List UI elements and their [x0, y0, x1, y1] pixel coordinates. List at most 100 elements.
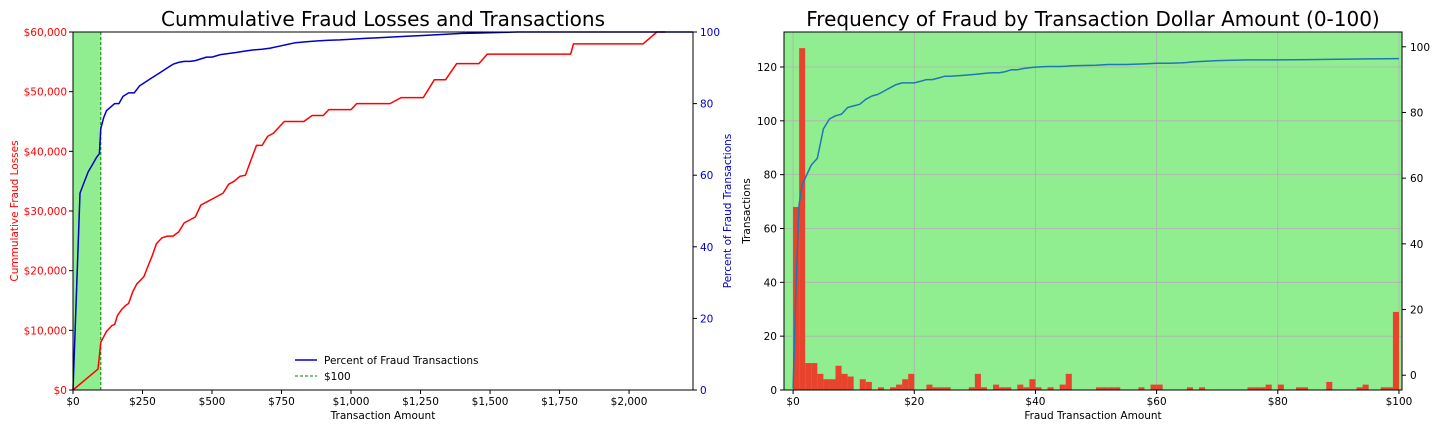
- histogram-bar: [865, 381, 872, 390]
- x-tick-label: $1,250: [402, 396, 439, 408]
- histogram-bar: [859, 379, 866, 390]
- cumulative-line-group: [792, 57, 1400, 389]
- histogram-bar: [908, 373, 915, 390]
- histogram-bar: [944, 387, 951, 390]
- histogram-bar: [890, 387, 897, 390]
- x-tick-label: $1,500: [472, 396, 509, 408]
- percent-series-line: [72, 31, 693, 391]
- x-ticks-group: $0 $20 $40 $60 $80 $100: [786, 390, 1412, 408]
- cumulative-chart: Cummulative Fraud Losses and Transaction…: [9, 7, 734, 422]
- histogram-bar: [1277, 384, 1284, 390]
- y-tick-label: 80: [764, 170, 777, 182]
- histogram-bar: [896, 384, 903, 390]
- y-tick-label: $30,000: [24, 206, 67, 218]
- x-tick-label: $20: [904, 396, 924, 408]
- histogram-bar: [799, 48, 806, 390]
- histogram-bar: [1356, 387, 1363, 390]
- x-tick-label: $1,000: [333, 396, 370, 408]
- histogram-bar: [993, 384, 1000, 390]
- histogram-bar: [1392, 311, 1399, 390]
- histogram-bar: [1186, 387, 1193, 390]
- histogram-bar: [1035, 387, 1042, 390]
- histogram-bar: [974, 373, 981, 390]
- x-tick-label: $80: [1268, 396, 1288, 408]
- y-axis-label: Transactions: [741, 178, 753, 245]
- y-tick-label: 120: [757, 62, 777, 74]
- y-tick-label: 60: [764, 223, 777, 235]
- shaded-region: [73, 32, 101, 390]
- y-right-tick-label: 20: [1410, 305, 1423, 317]
- histogram-bar: [1253, 387, 1260, 390]
- histogram-bar: [1096, 387, 1103, 390]
- x-axis-label: Fraud Transaction Amount: [1024, 410, 1161, 422]
- histogram-bar: [1047, 387, 1054, 390]
- histogram-bar: [835, 365, 842, 390]
- histogram-bar: [1102, 387, 1109, 390]
- x-tick-label: $0: [66, 396, 79, 408]
- legend: Percent of Fraud Transactions $100: [295, 355, 479, 383]
- histogram-bar: [847, 376, 854, 390]
- legend-label-percent: Percent of Fraud Transactions: [324, 355, 479, 367]
- histogram-bar: [926, 384, 933, 390]
- y-right-tick-label: 100: [700, 27, 720, 39]
- series-lines-group: [72, 31, 693, 391]
- y-tick-label: 20: [764, 331, 777, 343]
- y-right-tick-label: 40: [1410, 239, 1423, 251]
- y-right-tick-label: 100: [1410, 42, 1430, 54]
- y-right-ticks-group: 0 20 40 60 80 100: [693, 27, 720, 397]
- y-tick-label: $40,000: [24, 146, 67, 158]
- histogram-bar: [932, 387, 939, 390]
- losses-series-line: [72, 31, 666, 391]
- y-right-tick-label: 60: [1410, 173, 1423, 185]
- histogram-bar: [1138, 387, 1145, 390]
- histogram-bar: [1302, 387, 1309, 390]
- histogram-bar: [1199, 387, 1206, 390]
- histogram-bar: [1065, 373, 1072, 390]
- y-right-tick-label: 40: [700, 242, 713, 254]
- x-tick-label: $250: [129, 396, 156, 408]
- histogram-bar: [1108, 387, 1115, 390]
- histogram-bar: [829, 379, 836, 390]
- histogram-bar: [877, 387, 884, 390]
- chart-title: Frequency of Fraud by Transaction Dollar…: [806, 7, 1380, 31]
- histogram-bar: [980, 387, 987, 390]
- y-tick-label: $10,000: [24, 325, 67, 337]
- cumulative-line: [792, 57, 1400, 389]
- histogram-bar: [1386, 387, 1393, 390]
- y-tick-label: $60,000: [24, 27, 67, 39]
- y-right-tick-label: 80: [1410, 107, 1423, 119]
- x-tick-label: $500: [199, 396, 226, 408]
- y-right-tick-label: 0: [700, 385, 707, 397]
- histogram-bar: [1017, 384, 1024, 390]
- y-ticks-group: 0 20 40 60 80 100 120: [757, 62, 784, 397]
- histogram-bar: [1114, 387, 1121, 390]
- histogram-bar: [1156, 384, 1163, 390]
- x-tick-label: $100: [1386, 396, 1413, 408]
- y-tick-label: 0: [770, 385, 777, 397]
- histogram-bar: [817, 373, 824, 390]
- x-tick-label: $40: [1025, 396, 1045, 408]
- x-axis-label: Transaction Amount: [330, 410, 436, 422]
- histogram-bar: [1295, 387, 1303, 390]
- histogram-bar: [811, 363, 818, 390]
- plot-frame: [72, 31, 694, 391]
- y-right-axis-label: Percent of Fraud Transactions: [722, 134, 734, 289]
- shaded-region-group: [73, 32, 102, 390]
- chart-title: Cummulative Fraud Losses and Transaction…: [161, 7, 605, 31]
- y-tick-label: $20,000: [24, 266, 67, 278]
- y-right-tick-label: 80: [700, 99, 713, 111]
- histogram-bar: [938, 387, 945, 390]
- y-right-ticks-group: 0 20 40 60 80 100: [1402, 42, 1430, 382]
- y-tick-label: 100: [757, 116, 777, 128]
- histogram-bar: [1150, 384, 1157, 390]
- histogram-bar: [1380, 387, 1387, 390]
- histogram-bar: [805, 363, 812, 390]
- histogram-bar: [1247, 387, 1254, 390]
- histogram-bar: [999, 387, 1006, 390]
- histogram-bar: [823, 379, 830, 390]
- histogram-bar: [841, 373, 848, 390]
- x-ticks-group: $0 $250 $500 $750 $1,000 $1,250 $1,500 $1,750 $2…: [66, 390, 647, 408]
- y-tick-label: 40: [764, 277, 777, 289]
